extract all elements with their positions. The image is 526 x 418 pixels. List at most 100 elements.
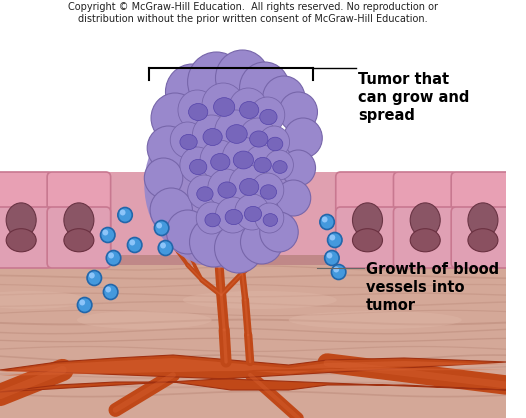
Polygon shape bbox=[0, 255, 506, 265]
Circle shape bbox=[77, 298, 92, 313]
Circle shape bbox=[87, 270, 102, 285]
Polygon shape bbox=[0, 258, 506, 418]
Ellipse shape bbox=[273, 161, 287, 173]
Circle shape bbox=[322, 217, 328, 222]
Ellipse shape bbox=[144, 102, 298, 268]
Polygon shape bbox=[0, 358, 506, 376]
Circle shape bbox=[200, 140, 239, 180]
Circle shape bbox=[325, 250, 339, 265]
Ellipse shape bbox=[225, 209, 242, 224]
Circle shape bbox=[328, 232, 342, 247]
Circle shape bbox=[265, 150, 294, 180]
Circle shape bbox=[215, 223, 262, 273]
Circle shape bbox=[108, 252, 114, 258]
Ellipse shape bbox=[218, 182, 236, 198]
Ellipse shape bbox=[468, 229, 498, 252]
Circle shape bbox=[331, 265, 346, 280]
Text: Copyright © McGraw-Hill Education.  All rights reserved. No reproduction or
dist: Copyright © McGraw-Hill Education. All r… bbox=[68, 2, 438, 23]
Circle shape bbox=[147, 126, 189, 170]
Circle shape bbox=[156, 222, 162, 229]
Circle shape bbox=[239, 62, 290, 114]
Circle shape bbox=[260, 212, 298, 252]
FancyBboxPatch shape bbox=[393, 207, 457, 268]
Circle shape bbox=[129, 240, 135, 245]
Circle shape bbox=[189, 217, 238, 267]
Circle shape bbox=[250, 97, 285, 133]
Circle shape bbox=[144, 158, 183, 198]
Circle shape bbox=[166, 64, 219, 120]
Ellipse shape bbox=[352, 229, 382, 252]
Text: Growth of blood
vessels into
tumor: Growth of blood vessels into tumor bbox=[366, 262, 499, 313]
Circle shape bbox=[188, 52, 245, 112]
Circle shape bbox=[100, 227, 115, 242]
Circle shape bbox=[79, 300, 85, 306]
Circle shape bbox=[208, 169, 245, 207]
Circle shape bbox=[155, 221, 169, 235]
FancyBboxPatch shape bbox=[47, 172, 110, 260]
Circle shape bbox=[251, 173, 284, 207]
Ellipse shape bbox=[239, 102, 259, 118]
Circle shape bbox=[255, 203, 284, 233]
Circle shape bbox=[240, 220, 283, 264]
Circle shape bbox=[329, 234, 335, 240]
Circle shape bbox=[89, 273, 95, 278]
Circle shape bbox=[259, 126, 290, 158]
Circle shape bbox=[178, 90, 217, 130]
Ellipse shape bbox=[188, 104, 208, 120]
Circle shape bbox=[127, 237, 142, 252]
Circle shape bbox=[196, 202, 227, 234]
Circle shape bbox=[262, 76, 305, 120]
Polygon shape bbox=[0, 172, 506, 262]
Circle shape bbox=[222, 137, 262, 179]
Ellipse shape bbox=[180, 134, 197, 150]
Ellipse shape bbox=[250, 131, 268, 147]
Ellipse shape bbox=[183, 291, 337, 309]
Circle shape bbox=[333, 267, 339, 273]
Ellipse shape bbox=[77, 311, 211, 329]
Circle shape bbox=[151, 93, 199, 143]
Ellipse shape bbox=[205, 213, 220, 227]
FancyBboxPatch shape bbox=[393, 172, 457, 260]
Circle shape bbox=[216, 50, 269, 106]
Ellipse shape bbox=[6, 229, 36, 252]
Ellipse shape bbox=[6, 203, 36, 237]
Circle shape bbox=[106, 250, 121, 265]
Circle shape bbox=[320, 214, 335, 229]
Circle shape bbox=[239, 118, 276, 156]
Ellipse shape bbox=[260, 110, 277, 125]
Circle shape bbox=[104, 285, 118, 300]
Circle shape bbox=[193, 115, 231, 155]
Circle shape bbox=[279, 92, 318, 132]
Ellipse shape bbox=[234, 151, 254, 169]
Circle shape bbox=[160, 242, 166, 248]
Ellipse shape bbox=[410, 229, 440, 252]
Circle shape bbox=[180, 147, 215, 183]
Ellipse shape bbox=[197, 187, 213, 201]
Ellipse shape bbox=[410, 203, 440, 237]
Circle shape bbox=[170, 122, 205, 158]
Ellipse shape bbox=[263, 214, 278, 227]
Circle shape bbox=[235, 194, 269, 230]
Ellipse shape bbox=[267, 137, 283, 151]
Circle shape bbox=[229, 165, 267, 205]
Polygon shape bbox=[0, 355, 506, 392]
Circle shape bbox=[166, 210, 209, 254]
Ellipse shape bbox=[0, 291, 87, 309]
FancyBboxPatch shape bbox=[336, 172, 399, 260]
Ellipse shape bbox=[226, 125, 247, 143]
FancyBboxPatch shape bbox=[451, 172, 514, 260]
Ellipse shape bbox=[211, 153, 230, 171]
Circle shape bbox=[284, 118, 322, 158]
FancyBboxPatch shape bbox=[0, 172, 53, 260]
Ellipse shape bbox=[260, 185, 277, 199]
Circle shape bbox=[202, 83, 245, 127]
Ellipse shape bbox=[64, 203, 94, 237]
Circle shape bbox=[327, 252, 332, 258]
Ellipse shape bbox=[214, 98, 235, 116]
Circle shape bbox=[120, 209, 126, 216]
Circle shape bbox=[276, 180, 311, 216]
Circle shape bbox=[118, 207, 132, 222]
Ellipse shape bbox=[254, 157, 271, 173]
Ellipse shape bbox=[289, 311, 462, 329]
Circle shape bbox=[188, 175, 220, 209]
